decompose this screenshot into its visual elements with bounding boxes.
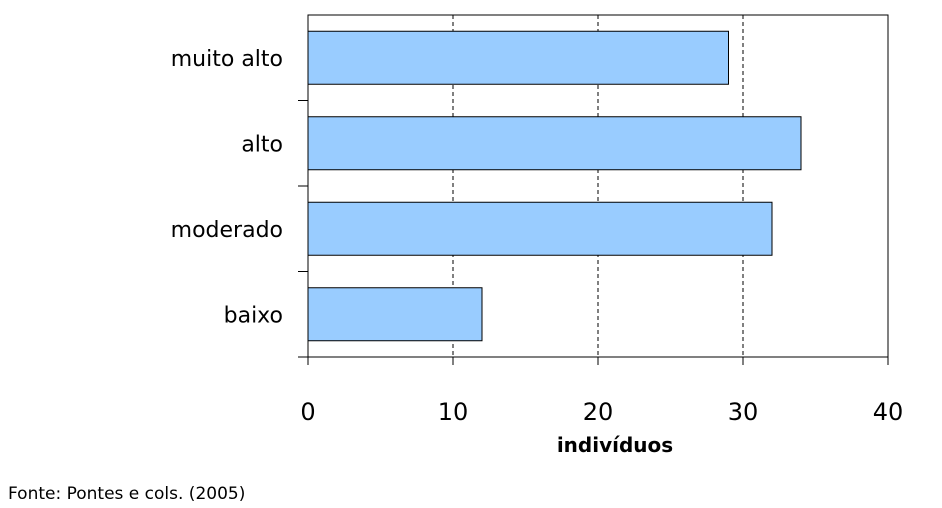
source-note: Fonte: Pontes e cols. (2005) <box>8 484 246 504</box>
bars <box>307 30 802 342</box>
bar-muito-alto <box>307 30 729 85</box>
category-label-moderado: moderado <box>171 218 283 243</box>
x-tick-label-30: 30 <box>728 398 759 426</box>
x-axis-title: indivíduos <box>557 433 673 457</box>
bar-baixo <box>307 287 483 342</box>
category-labels: muito alto alto moderado baixo <box>171 47 283 329</box>
bar-moderado <box>307 201 773 256</box>
category-label-baixo: baixo <box>224 303 283 328</box>
bar-alto <box>307 116 802 171</box>
x-tick-label-10: 10 <box>438 398 469 426</box>
x-tick-labels: 0 10 20 30 40 <box>300 398 903 426</box>
category-label-alto: alto <box>241 132 283 157</box>
x-tick-label-20: 20 <box>583 398 614 426</box>
bar-chart: muito alto alto moderado baixo 0 10 20 30 40 in… <box>171 14 903 457</box>
x-tick-label-40: 40 <box>873 398 904 426</box>
axis-ticks <box>298 100 889 365</box>
category-label-muito-alto: muito alto <box>171 47 283 72</box>
x-tick-label-0: 0 <box>300 398 315 426</box>
